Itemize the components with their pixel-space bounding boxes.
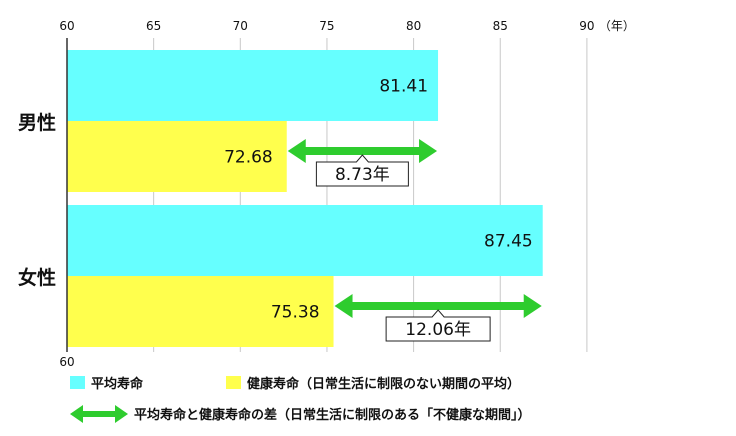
x-tick-label: 65 — [146, 19, 161, 33]
legend-swatch-average — [70, 376, 85, 389]
x-tick-label: 70 — [233, 19, 248, 33]
x-tick-label: 85 — [493, 19, 508, 33]
difference-arrow-head-right — [523, 294, 542, 318]
difference-callout-box — [315, 154, 409, 187]
group-label: 男性 — [18, 111, 56, 134]
bar-value-label: 72.68 — [224, 148, 273, 168]
bar-healthy-life — [67, 276, 334, 347]
difference-arrow-shaft — [350, 302, 526, 310]
bar-average-life — [67, 205, 543, 276]
legend-arrow-head-right — [115, 405, 128, 423]
bar-value-label: 87.45 — [484, 232, 533, 252]
legend-label-average: 平均寿命 — [91, 376, 144, 392]
x-tick-label: 60 — [59, 19, 74, 33]
legend-label-difference: 平均寿命と健康寿命の差（日常生活に制限のある「不健康な期間」） — [134, 407, 531, 423]
difference-arrow-head-left — [287, 139, 306, 163]
difference-value-label: 8.73年 — [335, 165, 390, 185]
x-tick-label: 80 — [406, 19, 421, 33]
bar-healthy-life — [67, 121, 287, 192]
difference-value-label: 12.06年 — [405, 320, 471, 340]
x-tick-label: 60 — [59, 355, 74, 369]
group-label: 女性 — [18, 266, 56, 289]
x-tick-label: 90 — [579, 19, 594, 33]
bar-value-label: 81.41 — [379, 77, 428, 97]
legend-arrow-head-left — [70, 405, 83, 423]
bar-average-life — [67, 50, 439, 121]
x-tick-label: 75 — [319, 19, 334, 33]
difference-arrow-shaft — [303, 147, 422, 155]
legend-label-healthy: 健康寿命（日常生活に制限のない期間の平均） — [247, 376, 520, 392]
legend-swatch-healthy — [226, 376, 241, 389]
difference-arrow-head-left — [334, 294, 353, 318]
legend-arrow-shaft — [82, 411, 116, 417]
bar-value-label: 75.38 — [271, 303, 320, 323]
difference-arrow-head-right — [419, 139, 438, 163]
x-axis-unit-label: （年） — [599, 19, 635, 33]
difference-callout-box — [385, 309, 491, 342]
